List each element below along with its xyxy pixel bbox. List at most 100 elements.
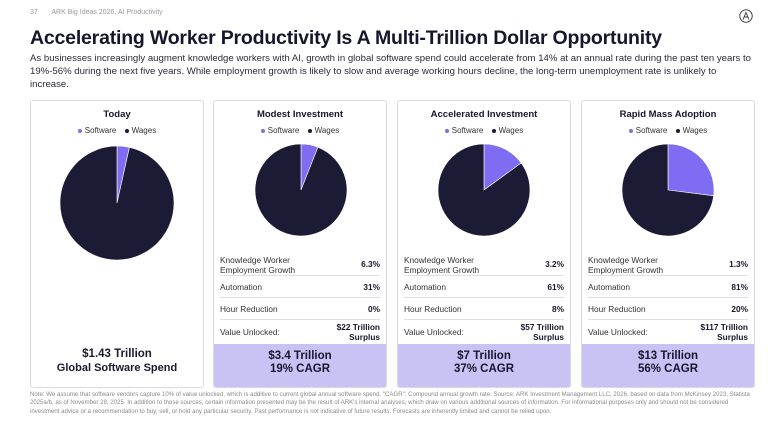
panel-accelerated-investment: Accelerated Investment Software Wages Kn… xyxy=(397,100,571,388)
page-number: 37 xyxy=(30,9,38,16)
metric-label: Value Unlocked: xyxy=(220,327,280,337)
legend-label-wages: Wages xyxy=(314,126,340,135)
metric-label: Value Unlocked: xyxy=(404,327,464,337)
panel-modest-investment: Modest Investment Software Wages Knowled… xyxy=(213,100,387,388)
panel-title: Modest Investment xyxy=(256,109,344,120)
metric-row-value-unlocked: Value Unlocked: $117 Trillion Surplus xyxy=(588,321,748,343)
legend-item-wages: Wages xyxy=(124,126,157,135)
footer-cagr: 37% CAGR xyxy=(453,363,515,375)
pie-chart-today xyxy=(59,145,175,261)
pie-slice-software xyxy=(667,143,715,197)
metric-row-employment-growth: Knowledge Worker Employment Growth 6.3% xyxy=(220,251,380,276)
software-swatch-icon xyxy=(260,128,265,133)
pie-chart-rapid-mass-adoption xyxy=(621,143,715,237)
metric-row-value-unlocked: Value Unlocked: $22 Trillion Surplus xyxy=(220,321,380,343)
pie-chart-accelerated-investment xyxy=(437,143,531,237)
metric-label: Value Unlocked: xyxy=(588,327,648,337)
footer-cagr: 56% CAGR xyxy=(637,363,699,375)
panel-footer: $7 Trillion 37% CAGR xyxy=(398,344,570,387)
metric-value: $22 Trillion Surplus xyxy=(336,322,380,342)
legend-label-software: Software xyxy=(635,126,668,135)
source-label: ARK Big Ideas 2026, AI Productivity xyxy=(51,9,163,16)
metric-row-hour-reduction: Hour Reduction 0% xyxy=(220,299,380,320)
metric-label: Hour Reduction xyxy=(220,304,278,314)
chart-legend: Software Wages xyxy=(214,126,386,135)
metric-row-hour-reduction: Hour Reduction 8% xyxy=(404,299,564,320)
footnote: Note: We assume that software vendors ca… xyxy=(30,391,750,415)
metric-label: Automation xyxy=(588,282,630,292)
page-subtitle: As businesses increasingly augment knowl… xyxy=(30,53,752,90)
metric-value: 0% xyxy=(368,304,380,314)
legend-label-software: Software xyxy=(451,126,484,135)
metric-value: 20% xyxy=(731,304,748,314)
metric-value: $57 Trillion Surplus xyxy=(520,322,564,342)
metric-row-value-unlocked: Value Unlocked: $57 Trillion Surplus xyxy=(404,321,564,343)
legend-item-software: Software xyxy=(628,126,668,135)
legend-label-wages: Wages xyxy=(682,126,708,135)
metric-value: 8% xyxy=(552,304,564,314)
metric-row-hour-reduction: Hour Reduction 20% xyxy=(588,299,748,320)
pie-slice-wages xyxy=(621,143,714,237)
footer-value: $3.4 Trillion xyxy=(268,350,332,362)
footer-value: $13 Trillion xyxy=(637,350,699,362)
software-spend-label: Global Software Spend xyxy=(56,362,178,374)
wages-swatch-icon xyxy=(307,128,312,133)
metric-label: Hour Reduction xyxy=(404,304,462,314)
metric-label: Knowledge Worker Employment Growth xyxy=(220,255,296,275)
metric-label: Automation xyxy=(220,282,262,292)
metric-row-employment-growth: Knowledge Worker Employment Growth 1.3% xyxy=(588,251,748,276)
panel-title: Today xyxy=(103,109,131,120)
metric-label: Knowledge Worker Employment Growth xyxy=(404,255,480,275)
software-swatch-icon xyxy=(628,128,633,133)
software-spend-value: $1.43 Trillion xyxy=(82,348,152,360)
metric-value: 31% xyxy=(363,282,380,292)
metric-label: Automation xyxy=(404,282,446,292)
wages-swatch-icon xyxy=(491,128,496,133)
legend-item-software: Software xyxy=(260,126,300,135)
ark-logo-icon xyxy=(739,9,753,23)
metric-row-employment-growth: Knowledge Worker Employment Growth 3.2% xyxy=(404,251,564,276)
legend-item-software: Software xyxy=(444,126,484,135)
slide-header: 37 ARK Big Ideas 2026, AI Productivity xyxy=(30,9,163,16)
metric-value: 61% xyxy=(547,282,564,292)
metric-label: Hour Reduction xyxy=(588,304,646,314)
legend-label-software: Software xyxy=(267,126,300,135)
metric-label: Knowledge Worker Employment Growth xyxy=(588,255,664,275)
footer-cagr: 19% CAGR xyxy=(269,363,331,375)
metric-value: 1.3% xyxy=(729,259,748,269)
legend-item-software: Software xyxy=(77,126,117,135)
pie-slice-wages xyxy=(437,143,531,237)
chart-legend: Software Wages xyxy=(582,126,754,135)
metric-row-automation: Automation 81% xyxy=(588,277,748,298)
panel-footer: $13 Trillion 56% CAGR xyxy=(582,344,754,387)
legend-label-wages: Wages xyxy=(131,126,157,135)
panel-rapid-mass-adoption: Rapid Mass Adoption Software Wages Knowl… xyxy=(581,100,755,388)
metric-value: 6.3% xyxy=(361,259,380,269)
page-title: Accelerating Worker Productivity Is A Mu… xyxy=(30,27,662,49)
legend-item-wages: Wages xyxy=(675,126,708,135)
metric-value: 3.2% xyxy=(545,259,564,269)
metric-value: 81% xyxy=(731,282,748,292)
chart-legend: Software Wages xyxy=(398,126,570,135)
software-spend-summary: $1.43 Trillion Global Software Spend xyxy=(31,347,203,375)
panel-title: Accelerated Investment xyxy=(430,109,538,120)
footer-value: $7 Trillion xyxy=(457,350,511,362)
software-swatch-icon xyxy=(77,128,82,133)
wages-swatch-icon xyxy=(675,128,680,133)
software-swatch-icon xyxy=(444,128,449,133)
wages-swatch-icon xyxy=(124,128,129,133)
metric-row-automation: Automation 61% xyxy=(404,277,564,298)
legend-label-wages: Wages xyxy=(498,126,524,135)
panel-footer: $3.4 Trillion 19% CAGR xyxy=(214,344,386,387)
legend-label-software: Software xyxy=(84,126,117,135)
panel-title: Rapid Mass Adoption xyxy=(619,109,717,120)
panel-today: Today Software Wages $1.43 Trillion Glob… xyxy=(30,100,204,388)
metric-value: $117 Trillion Surplus xyxy=(700,322,748,342)
pie-slice-wages xyxy=(59,145,175,261)
legend-item-wages: Wages xyxy=(491,126,524,135)
pie-chart-modest-investment xyxy=(254,143,348,237)
legend-item-wages: Wages xyxy=(307,126,340,135)
pie-slice-wages xyxy=(254,143,348,237)
chart-legend: Software Wages xyxy=(31,126,203,135)
metric-row-automation: Automation 31% xyxy=(220,277,380,298)
